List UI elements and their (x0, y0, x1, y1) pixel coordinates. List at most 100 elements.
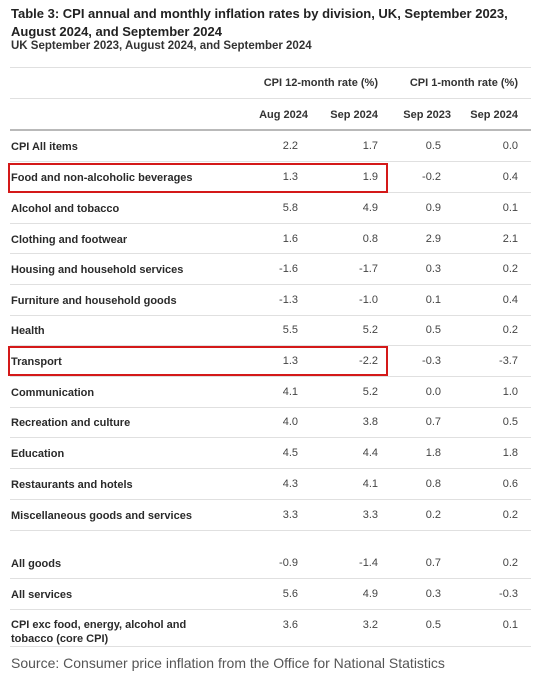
row-value-2: 3.8 (362, 416, 378, 428)
row-label: Recreation and culture (11, 417, 131, 429)
row-value-1: 1.3 (282, 171, 298, 183)
row-value-1: -1.3 (279, 294, 298, 306)
row-value-2: 5.2 (362, 324, 378, 336)
row-divider (10, 578, 531, 579)
row-divider (10, 609, 531, 610)
row-value-1: 3.6 (282, 619, 298, 631)
row-value-3: 1.8 (425, 447, 441, 459)
row-value-4: 0.0 (502, 140, 518, 152)
row-value-2: -1.0 (359, 294, 378, 306)
row-label: Clothing and footwear (11, 234, 128, 246)
row-value-2: 3.2 (362, 619, 378, 631)
row-divider (10, 315, 531, 316)
row-value-4: 0.6 (502, 478, 518, 490)
row-value-1: 4.0 (282, 416, 298, 428)
row-value-3: 0.5 (425, 324, 441, 336)
row-label: Transport (11, 356, 62, 368)
row-value-4: 0.1 (502, 202, 518, 214)
row-value-1: -1.6 (279, 263, 298, 275)
row-label: Housing and household services (11, 264, 184, 276)
source-note: Source: Consumer price inflation from th… (11, 655, 445, 671)
table-row-restaurants-hotels: Restaurants and hotels 4.3 4.1 0.8 0.6 (10, 477, 531, 507)
row-label: Miscellaneous goods and services (11, 510, 192, 522)
row-divider (10, 345, 531, 346)
row-value-1: 4.5 (282, 447, 298, 459)
row-divider (10, 437, 531, 438)
row-value-4: -3.7 (499, 355, 518, 367)
row-divider (10, 376, 531, 377)
table-row-health: Health 5.5 5.2 0.5 0.2 (10, 323, 531, 353)
row-value-2: 4.9 (362, 202, 378, 214)
header-top-divider (10, 67, 531, 68)
header-mid-divider (10, 98, 531, 99)
group-header-monthly: CPI 1-month rate (%) (409, 77, 518, 89)
row-label: CPI exc food, energy, alcohol and tobacc… (11, 619, 187, 645)
row-value-3: 0.8 (425, 478, 441, 490)
row-label: Restaurants and hotels (11, 479, 133, 491)
highlight-box-transport (8, 346, 388, 376)
row-value-3: 0.2 (425, 509, 441, 521)
row-value-3: 0.1 (425, 294, 441, 306)
row-value-1: 3.3 (282, 509, 298, 521)
row-value-1: 5.8 (282, 202, 298, 214)
table-row-miscellaneous: Miscellaneous goods and services 3.3 3.3 0.… (10, 508, 531, 538)
column-header-sep-2023: Sep 2023 (403, 109, 451, 121)
row-value-1: 2.2 (282, 140, 298, 152)
table-title: Table 3: CPI annual and monthly inflatio… (11, 6, 508, 39)
row-value-3: 0.7 (425, 557, 441, 569)
row-label: CPI All items (11, 141, 78, 153)
row-value-2: 3.3 (362, 509, 378, 521)
row-value-1: 5.5 (282, 324, 298, 336)
header-bottom-divider (10, 129, 531, 131)
row-value-1: 1.6 (282, 233, 298, 245)
row-divider (10, 253, 531, 254)
row-divider (10, 499, 531, 500)
row-label: Furniture and household goods (11, 295, 177, 307)
row-divider (10, 284, 531, 285)
table-row-furniture-goods: Furniture and household goods -1.3 -1.0 0.1… (10, 293, 531, 323)
row-value-4: 0.5 (502, 416, 518, 428)
row-value-4: 1.8 (502, 447, 518, 459)
row-value-4: 1.0 (502, 386, 518, 398)
row-value-3: 0.5 (425, 140, 441, 152)
row-value-2: 1.9 (362, 171, 378, 183)
row-value-2: 4.4 (362, 447, 378, 459)
row-value-2: 0.8 (362, 233, 378, 245)
row-label: Health (11, 325, 45, 337)
row-value-2: -1.7 (359, 263, 378, 275)
table-row-transport: Transport 1.3 -2.2 -0.3 -3.7 (10, 354, 531, 384)
table-row-alcohol-tobacco: Alcohol and tobacco 5.8 4.9 0.9 0.1 (10, 201, 531, 231)
table-row-communication: Communication 4.1 5.2 0.0 1.0 (10, 385, 531, 415)
row-value-3: 0.7 (425, 416, 441, 428)
row-value-4: 0.1 (502, 619, 518, 631)
row-value-2: -1.4 (359, 557, 378, 569)
column-header-sep-2024-monthly: Sep 2024 (470, 109, 518, 121)
row-divider (10, 468, 531, 469)
row-value-3: -0.2 (422, 171, 441, 183)
row-label: Education (11, 448, 65, 460)
section-divider (10, 530, 531, 531)
row-label: All goods (11, 558, 62, 570)
column-header-aug-2024: Aug 2024 (259, 109, 308, 121)
row-value-3: 0.3 (425, 588, 441, 600)
row-divider (10, 161, 531, 162)
row-value-4: 0.2 (502, 557, 518, 569)
row-divider (10, 223, 531, 224)
row-value-3: 0.5 (425, 619, 441, 631)
row-value-4: 0.4 (502, 171, 518, 183)
table-row-recreation-culture: Recreation and culture 4.0 3.8 0.7 0.5 (10, 415, 531, 445)
row-value-2: 5.2 (362, 386, 378, 398)
row-value-4: 0.2 (502, 509, 518, 521)
table-subtitle: UK September 2023, August 2024, and Sept… (11, 40, 312, 52)
table-row-education: Education 4.5 4.4 1.8 1.8 (10, 446, 531, 476)
row-label: Alcohol and tobacco (11, 203, 120, 215)
row-value-2: -2.2 (359, 355, 378, 367)
row-value-2: 4.1 (362, 478, 378, 490)
row-value-1: -0.9 (279, 557, 298, 569)
row-label: Food and non-alcoholic beverages (11, 172, 193, 184)
row-label: Communication (11, 387, 95, 399)
row-value-2: 1.7 (362, 140, 378, 152)
table-row-food-non-alcoholic: Food and non-alcoholic beverages 1.3 1.9 -0… (10, 170, 531, 200)
row-label: All services (11, 589, 73, 601)
row-divider (10, 646, 531, 647)
